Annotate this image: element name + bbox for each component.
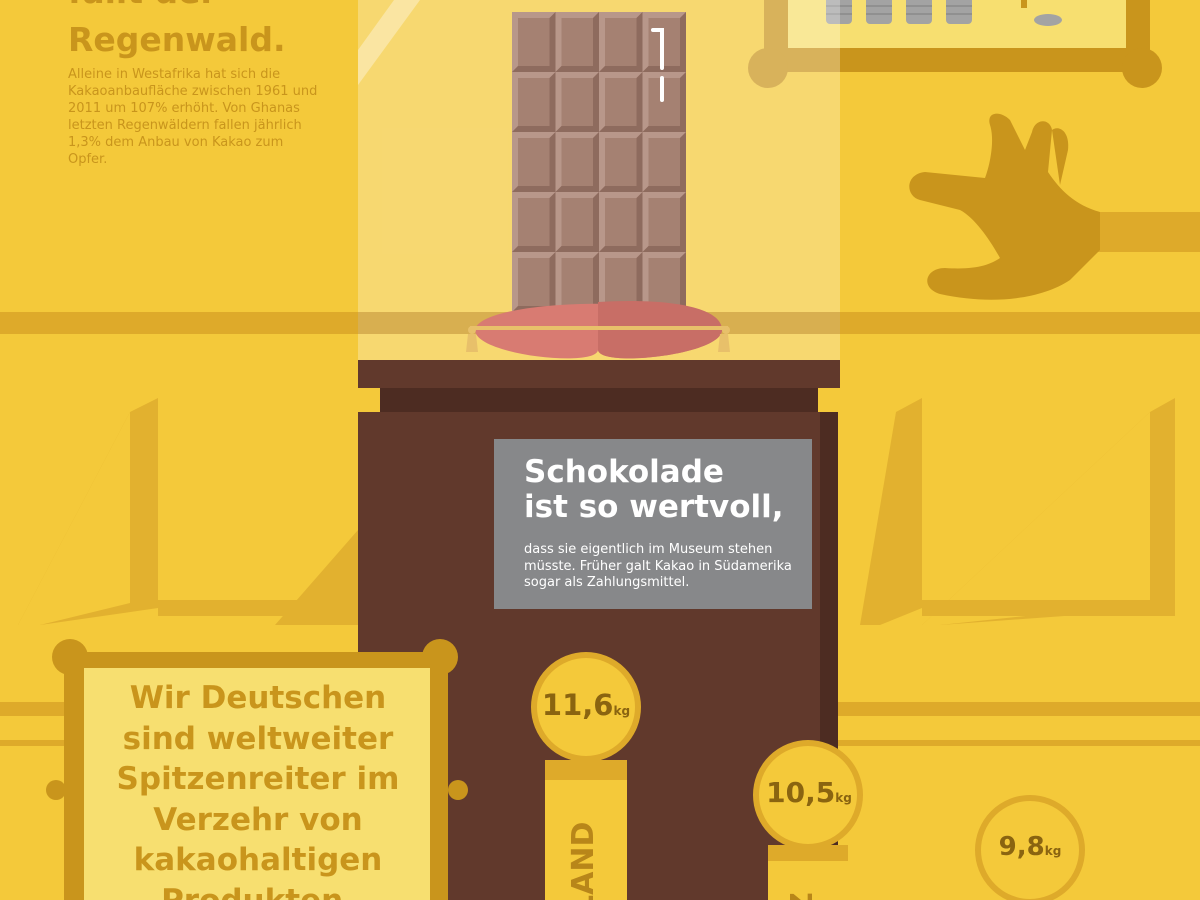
wall-panel-right-2-inner — [922, 412, 1150, 625]
medal-1-country: LAND — [566, 821, 601, 900]
chocolate-piece-shadow — [642, 192, 686, 252]
medal-3-number: 9,8 — [998, 832, 1045, 862]
chocolate-piece-shadow — [642, 132, 686, 192]
medal-3-value: 9,8kg — [978, 832, 1082, 862]
wall-panel-left-1-inner — [18, 412, 130, 625]
chocolate-piece-highlight — [512, 12, 556, 72]
museum-sign-plate — [494, 439, 812, 609]
medal-1-unit: kg — [613, 704, 631, 718]
chocolate-piece-shadow — [642, 72, 686, 132]
sign-body-text: dass sie eigentlich im Museum stehen müs… — [524, 542, 792, 590]
chocolate-piece-shadow — [555, 12, 599, 72]
chocolate-piece-highlight — [555, 72, 599, 132]
chocolate-piece-highlight — [642, 12, 686, 72]
wall-panel-right-1 — [860, 398, 922, 625]
chocolate-piece-highlight — [599, 132, 643, 192]
chocolate-piece-shadow — [512, 192, 556, 252]
medal-2 — [753, 740, 863, 900]
chocolate-piece-highlight — [555, 192, 599, 252]
chocolate-piece-highlight — [555, 12, 599, 72]
chocolate-piece-shadow — [599, 132, 643, 192]
reaching-hand-icon — [909, 113, 1200, 300]
chocolate-piece-highlight — [512, 132, 556, 192]
chocolate-piece-shadow — [555, 72, 599, 132]
chocolate-piece-highlight — [642, 72, 686, 132]
chocolate-piece-shadow — [555, 132, 599, 192]
chocolate-piece-highlight — [599, 72, 643, 132]
rainforest-heading: Regenwald. — [68, 20, 286, 59]
rainforest-body-text: Alleine in Westafrika hat sich die Kakao… — [68, 67, 318, 167]
chocolate-piece-shadow — [512, 72, 556, 132]
chocolate-bar-icon — [512, 12, 686, 312]
chocolate-piece-highlight — [555, 132, 599, 192]
medal-2-number: 10,5 — [766, 776, 836, 809]
picture-frame-coins — [748, 0, 1162, 88]
frame-text: Wir Deutschen sind weltweiter Spitzenrei… — [116, 680, 400, 900]
medal-2-country: Z — [785, 892, 820, 900]
chocolate-piece-highlight — [599, 192, 643, 252]
medal-1-number: 11,6 — [541, 688, 614, 722]
chocolate-piece-shadow — [555, 192, 599, 252]
medal-1 — [531, 652, 641, 900]
sign-title: Schokolade ist so wertvoll, — [524, 454, 784, 525]
chocolate-piece-highlight — [512, 192, 556, 252]
medal-3-unit: kg — [1044, 844, 1062, 858]
chocolate-piece-shadow — [642, 12, 686, 72]
medal-2-value: 10,5kg — [757, 776, 861, 809]
medal-3 — [975, 795, 1085, 900]
chocolate-piece-highlight — [512, 72, 556, 132]
chocolate-piece-shadow — [599, 12, 643, 72]
medal-1-value: 11,6kg — [536, 688, 636, 722]
chocolate-piece-shadow — [512, 132, 556, 192]
medal-2-unit: kg — [835, 791, 852, 805]
velvet-cushion-icon — [466, 300, 730, 359]
chocolate-piece-highlight — [599, 12, 643, 72]
chocolate-piece-shadow — [512, 12, 556, 72]
picture-frame-text — [46, 639, 468, 900]
chocolate-piece-shadow — [599, 72, 643, 132]
chocolate-piece-highlight — [642, 132, 686, 192]
rainforest-heading-cut: fällt der — [68, 0, 217, 12]
chocolate-piece-highlight — [642, 192, 686, 252]
chocolate-piece-shadow — [599, 192, 643, 252]
glass-reflection — [358, 0, 420, 85]
chocolate-piece-highlight — [512, 252, 556, 312]
